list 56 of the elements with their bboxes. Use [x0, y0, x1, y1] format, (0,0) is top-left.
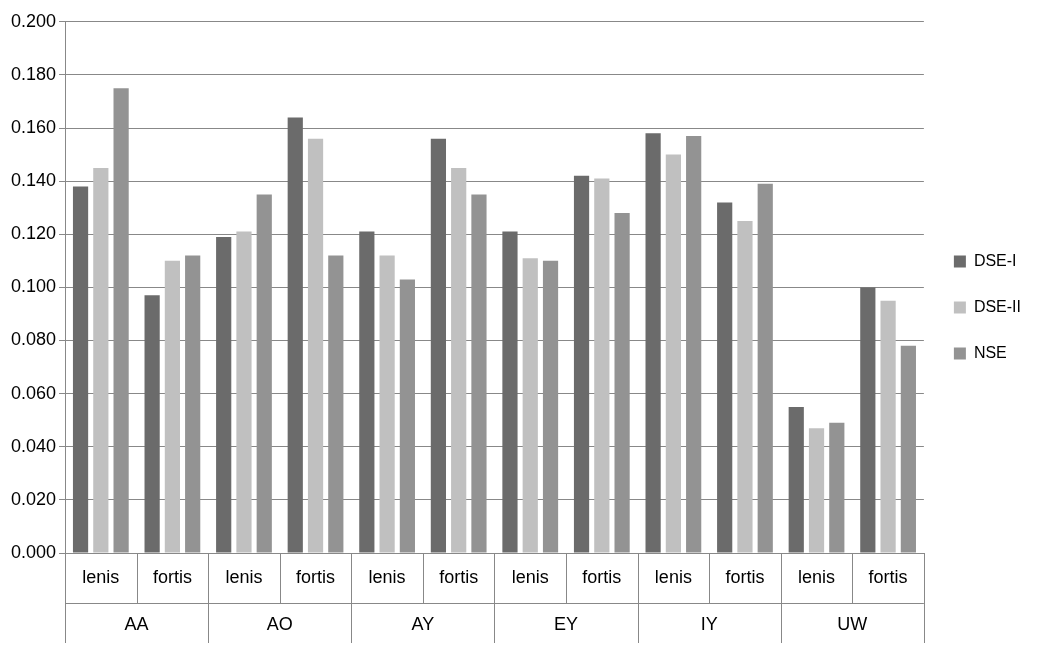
y-tick-label: 0.000 [11, 541, 57, 562]
bar [808, 428, 825, 553]
x-tick-label: lenis [82, 566, 120, 587]
bar [144, 295, 160, 553]
x-tick-label: fortis [296, 566, 336, 587]
bar [236, 231, 252, 553]
x-tick-label: lenis [225, 566, 263, 587]
bar [307, 138, 324, 553]
x-tick-label: fortis [725, 566, 765, 587]
x-tick-label: fortis [868, 566, 908, 587]
bar [287, 117, 303, 553]
bar [93, 167, 109, 553]
bar [359, 231, 375, 553]
x-tick-label: lenis [368, 566, 406, 587]
y-tick-label: 0.160 [11, 117, 57, 138]
y-tick-label: 0.060 [11, 382, 57, 403]
x-tick-label: lenis [511, 566, 549, 587]
x-tick-label: fortis [152, 566, 192, 587]
y-tick-label: 0.200 [11, 10, 57, 31]
y-tick-label: 0.180 [11, 63, 57, 84]
bar [594, 178, 610, 553]
bar [645, 133, 661, 553]
text: AA [124, 613, 149, 634]
legend-label: DSE-II [973, 297, 1022, 315]
bar [216, 236, 232, 553]
bar [451, 167, 467, 553]
y-tick-label: 0.140 [11, 170, 57, 191]
text: AY [411, 613, 435, 634]
y-tick-label: 0.080 [11, 329, 57, 350]
y-tick-label: 0.020 [11, 488, 57, 509]
bar [379, 255, 395, 553]
x-tick-label: fortis [582, 566, 622, 587]
bar [522, 258, 538, 553]
x-tick-label: lenis [654, 566, 692, 587]
text: AO [266, 613, 293, 634]
x-tick-label: lenis [798, 566, 836, 587]
text: EY [554, 613, 579, 634]
bar [860, 287, 876, 553]
bar [665, 154, 681, 553]
bar [788, 406, 804, 553]
y-tick-label: 0.040 [11, 435, 57, 456]
x-tick-label: fortis [439, 566, 479, 587]
y-tick-label: 0.120 [11, 223, 57, 244]
bar [880, 300, 896, 553]
text: IY [700, 613, 718, 634]
bar [430, 138, 447, 553]
y-tick-label: 0.100 [11, 276, 57, 297]
text: UW [837, 613, 868, 634]
bar [717, 202, 733, 553]
bar [573, 175, 590, 553]
bar [502, 231, 518, 553]
bar [72, 186, 89, 553]
bar [164, 260, 180, 553]
legend-label: DSE-I [973, 251, 1017, 269]
legend-label: NSE [973, 343, 1007, 361]
bar [737, 221, 753, 553]
